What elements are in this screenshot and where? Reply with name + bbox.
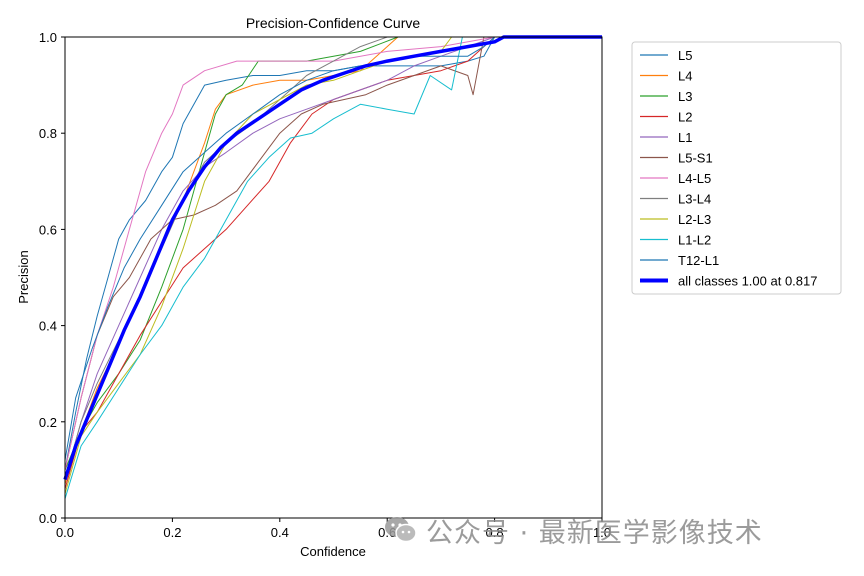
series-line-6: [64, 36, 602, 471]
legend-label-8: L2-L3: [678, 212, 711, 227]
y-tick-label-4: 0.8: [39, 126, 57, 141]
legend-box: [631, 41, 842, 295]
legend-label-2: L3: [678, 89, 692, 104]
series-line-2: [64, 36, 602, 471]
y-tick-label-5: 1.0: [39, 30, 57, 45]
series-line-5: [64, 36, 602, 471]
plot-frame: [64, 36, 603, 519]
legend-label-3: L2: [678, 110, 692, 125]
x-tick-label-2: 0.4: [271, 525, 289, 540]
y-tick-label-1: 0.2: [39, 415, 57, 430]
legend-label-7: L3-L4: [678, 192, 711, 207]
legend-label-0: L5: [678, 48, 692, 63]
legend-label-10: T12-L1: [678, 253, 719, 268]
legend-label-1: L4: [678, 69, 692, 84]
wechat-icon: [385, 517, 417, 543]
legend-items: L5 L4 L3 L2 L1 L5-S1 L4-L5 L3-L4 L2-L3 L1-L2 T12-L…: [640, 48, 817, 289]
series-line-7: [64, 36, 602, 480]
x-tick-label-5: 1.0: [593, 525, 611, 540]
legend: L5 L4 L3 L2 L1 L5-S1 L4-L5 L3-L4 L2-L3 L1-L2 T12-L…: [631, 41, 842, 295]
legend-label-4: L1: [678, 130, 692, 145]
x-tick-label-4: 0.8: [486, 525, 504, 540]
series-line-9: [64, 36, 602, 499]
legend-label-5: L5-S1: [678, 151, 713, 166]
legend-label-9: L1-L2: [678, 233, 711, 248]
watermark: 公众号 · 最新医学影像技术: [384, 510, 844, 550]
series-line-3: [64, 36, 602, 490]
series-line-10: [64, 36, 602, 461]
chart-title: Precision-Confidence Curve: [246, 15, 421, 31]
x-tick-label-1: 0.2: [163, 525, 181, 540]
x-axis-label: Confidence: [300, 544, 366, 559]
y-tick-label-2: 0.4: [39, 319, 57, 334]
watermark-text: 公众号 · 最新医学影像技术: [426, 517, 763, 549]
series-line-11: [63, 35, 602, 481]
legend-label-6: L4-L5: [678, 171, 711, 186]
x-tick-label-0: 0.0: [56, 525, 74, 540]
plot-lines: [63, 35, 602, 499]
y-tick-label-3: 0.6: [39, 222, 57, 237]
y-axis-label: Precision: [16, 250, 31, 303]
series-line-1: [64, 36, 602, 485]
legend-label-11: all classes 1.00 at 0.817: [678, 274, 817, 289]
y-tick-label-0: 0.0: [39, 511, 57, 526]
y-axis-ticks: 0.0 0.2 0.4 0.6 0.8 1.0: [39, 30, 65, 526]
series-line-4: [64, 36, 602, 480]
